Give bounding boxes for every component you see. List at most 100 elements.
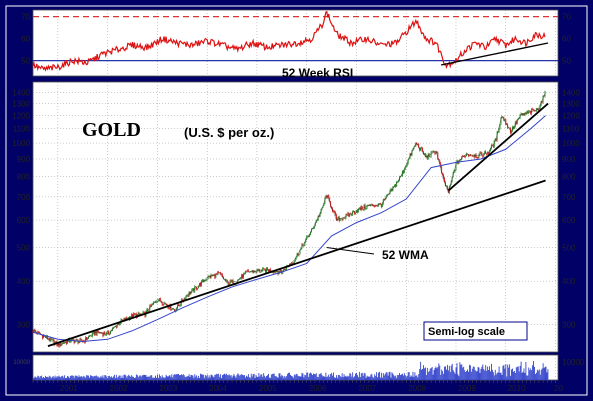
price-tick-label-right: 800 — [562, 173, 576, 182]
volume-bar — [232, 375, 234, 380]
price-candle — [229, 280, 231, 284]
volume-bar — [502, 366, 504, 380]
volume-bar — [178, 373, 179, 380]
volume-bar — [447, 370, 449, 380]
volume-bar — [344, 376, 346, 380]
price-candle — [340, 218, 342, 220]
volume-bar — [398, 375, 400, 380]
volume-bar — [79, 376, 81, 380]
price-candle — [423, 153, 425, 155]
price-candle — [179, 304, 181, 306]
volume-bar — [290, 374, 291, 380]
x-tick-label: 2006 — [309, 384, 327, 393]
volume-bar — [38, 376, 40, 380]
price-candle — [62, 342, 64, 345]
volume-bar — [467, 369, 468, 380]
volume-bar — [326, 377, 328, 380]
volume-bar — [530, 368, 532, 380]
volume-bar — [381, 377, 383, 380]
price-candle — [295, 256, 297, 260]
price-tick-label-left: 900 — [17, 155, 31, 164]
price-tick-label-right: 900 — [562, 155, 576, 164]
volume-bar — [410, 375, 412, 380]
volume-bar — [133, 376, 134, 380]
price-candle — [188, 292, 190, 297]
volume-bar — [356, 372, 357, 380]
price-candle — [66, 340, 68, 344]
price-candle — [79, 338, 81, 342]
volume-bar — [351, 376, 353, 380]
price-candle — [475, 154, 477, 158]
price-candle — [456, 160, 458, 162]
volume-bar — [451, 363, 453, 380]
volume-bar — [307, 372, 309, 380]
price-candle — [404, 166, 406, 170]
volume-bar — [131, 375, 133, 380]
price-candle — [402, 171, 404, 173]
volume-bar — [332, 375, 334, 380]
volume-bar — [84, 376, 86, 380]
volume-bar — [450, 365, 452, 380]
price-candle — [65, 341, 67, 344]
price-candle — [372, 204, 374, 207]
price-candle — [319, 212, 321, 217]
price-candle — [418, 143, 420, 148]
price-candle — [155, 301, 157, 303]
volume-bar — [159, 376, 161, 380]
volume-bar — [418, 374, 420, 380]
volume-bar — [534, 366, 535, 380]
price-candle — [381, 203, 383, 207]
price-candle — [332, 210, 334, 212]
volume-bar — [480, 368, 482, 380]
volume-bar — [341, 373, 343, 380]
price-candle — [459, 160, 461, 162]
price-candle — [113, 326, 115, 328]
price-candle — [540, 101, 542, 106]
volume-bar — [421, 369, 423, 380]
rsi-tick-label-left: 50 — [21, 57, 30, 66]
volume-bar — [290, 375, 292, 380]
volume-bar — [270, 374, 272, 380]
volume-bar — [250, 373, 252, 380]
price-candle — [308, 236, 310, 238]
price-candle — [184, 298, 186, 300]
price-candle — [131, 314, 133, 318]
volume-bar — [425, 375, 427, 380]
volume-bar — [51, 376, 53, 380]
price-candle — [442, 173, 444, 175]
volume-bar — [305, 375, 307, 380]
price-candle — [261, 270, 263, 272]
price-candle — [437, 152, 439, 159]
price-candle — [533, 109, 535, 111]
price-candle — [536, 108, 538, 110]
volume-bar — [304, 374, 306, 380]
price-candle — [535, 108, 537, 111]
volume-bar — [195, 376, 197, 380]
price-candle — [72, 338, 74, 340]
volume-bar — [331, 372, 333, 380]
price-candle — [373, 206, 375, 207]
volume-bar — [541, 368, 543, 380]
volume-bar — [462, 367, 464, 380]
price-candle — [201, 279, 203, 282]
price-candle — [470, 155, 472, 157]
volume-bar — [495, 374, 497, 380]
volume-bar — [246, 376, 248, 380]
volume-bar — [509, 364, 511, 380]
volume-bar — [301, 372, 303, 380]
price-candle — [176, 308, 178, 312]
volume-bar — [215, 374, 217, 380]
price-candle — [509, 127, 511, 129]
volume-bar — [272, 373, 274, 380]
volume-bar — [523, 368, 525, 380]
volume-bar — [485, 365, 487, 380]
volume-bar — [445, 366, 446, 380]
volume-bar — [298, 376, 300, 380]
price-candle — [513, 126, 515, 129]
volume-bar — [167, 376, 169, 380]
volume-bar — [409, 376, 411, 380]
price-candle — [501, 117, 503, 118]
volume-bar — [496, 372, 498, 380]
price-candle — [239, 279, 241, 280]
price-candle — [328, 195, 330, 198]
